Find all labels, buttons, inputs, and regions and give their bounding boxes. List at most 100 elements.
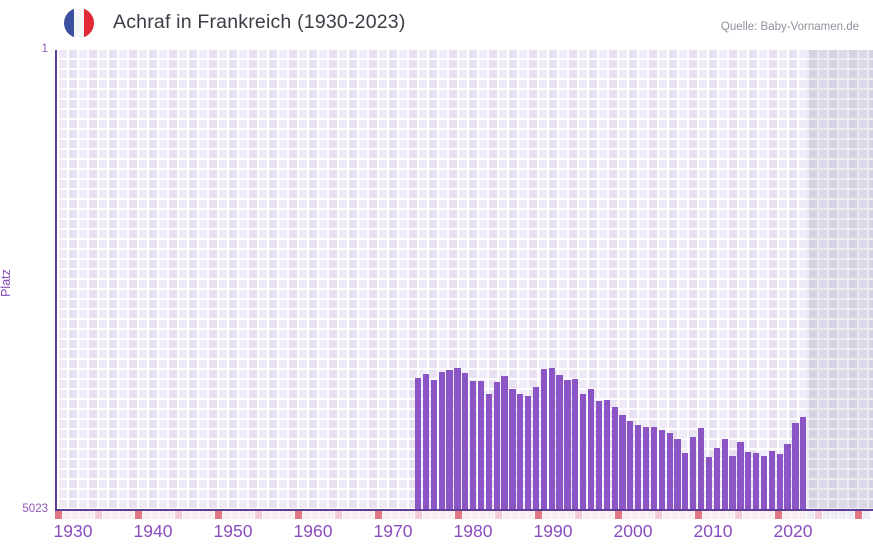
- bar-1986[interactable]: [509, 388, 516, 510]
- bar-2006[interactable]: [666, 433, 673, 510]
- year-strip-cell: [567, 511, 574, 519]
- bar-1999[interactable]: [611, 407, 618, 510]
- bar-1984[interactable]: [493, 381, 500, 510]
- bar-1978[interactable]: [446, 370, 453, 510]
- bar-2012[interactable]: [713, 448, 720, 510]
- year-strip-cell: [79, 511, 86, 519]
- year-strip-cell: [423, 511, 430, 519]
- bar-2004[interactable]: [650, 426, 658, 510]
- bar-1974[interactable]: [415, 377, 422, 510]
- x-tick-1980: 1980: [453, 521, 493, 541]
- bar-1995[interactable]: [580, 393, 587, 510]
- year-strip-cell: [511, 511, 518, 519]
- bar-1988[interactable]: [525, 395, 532, 510]
- year-strip: [55, 511, 873, 519]
- year-strip-cell: [519, 511, 526, 519]
- bar-2017[interactable]: [752, 452, 760, 510]
- year-strip-cell: [119, 511, 126, 519]
- year-strip-cell: [287, 511, 294, 519]
- year-strip-cell: [671, 511, 678, 519]
- year-strip-cell: [191, 511, 198, 519]
- x-axis-line: [55, 509, 873, 511]
- source-link[interactable]: Quelle: Baby-Vornamen.de: [720, 21, 859, 33]
- year-strip-cell: [639, 511, 646, 519]
- bar-1975[interactable]: [422, 374, 430, 510]
- bar-2019[interactable]: [768, 451, 775, 510]
- year-strip-cell: [807, 511, 814, 519]
- bar-2009[interactable]: [690, 437, 697, 510]
- year-strip-cell: [679, 511, 686, 519]
- year-strip-cell: [295, 511, 302, 519]
- bar-2013[interactable]: [721, 438, 728, 510]
- bar-1997[interactable]: [595, 401, 603, 510]
- year-strip-cell: [407, 511, 414, 519]
- bar-1977[interactable]: [438, 372, 445, 510]
- bar-2008[interactable]: [682, 452, 689, 510]
- bar-2023[interactable]: [800, 416, 807, 510]
- bar-2021[interactable]: [784, 443, 791, 510]
- year-strip-cell: [103, 511, 110, 519]
- x-tick-2000: 2000: [613, 521, 653, 541]
- year-strip-cell: [751, 511, 758, 519]
- year-strip-cell: [615, 511, 622, 519]
- bar-1996[interactable]: [587, 388, 595, 510]
- bar-1990[interactable]: [540, 369, 547, 510]
- bar-2005[interactable]: [658, 430, 665, 510]
- bar-1980[interactable]: [462, 373, 469, 510]
- year-strip-cell: [775, 511, 782, 519]
- year-strip-cell: [111, 511, 118, 519]
- bar-1983[interactable]: [485, 394, 492, 510]
- year-strip-cell: [263, 511, 270, 519]
- year-strip-cell: [583, 511, 590, 519]
- year-strip-cell: [319, 511, 326, 519]
- bar-2010[interactable]: [697, 427, 705, 510]
- bar-1991[interactable]: [548, 368, 555, 510]
- bar-2015[interactable]: [737, 441, 744, 510]
- bar-1987[interactable]: [517, 393, 524, 510]
- bar-2016[interactable]: [745, 451, 752, 510]
- year-strip-cell: [535, 511, 542, 519]
- year-strip-cell: [799, 511, 806, 519]
- year-strip-cell: [87, 511, 94, 519]
- year-strip-cell: [127, 511, 134, 519]
- chart-title: Achraf in Frankreich (1930-2023): [113, 11, 406, 33]
- bar-2011[interactable]: [705, 457, 713, 510]
- bar-1981[interactable]: [470, 381, 477, 510]
- year-strip-cell: [727, 511, 734, 519]
- bar-1985[interactable]: [501, 375, 508, 510]
- bar-2007[interactable]: [674, 439, 681, 510]
- bar-2001[interactable]: [627, 420, 634, 510]
- year-strip-cell: [527, 511, 534, 519]
- year-strip-cell: [543, 511, 550, 519]
- bar-2003[interactable]: [642, 427, 650, 510]
- year-strip-cell: [663, 511, 670, 519]
- year-strip-cell: [63, 511, 70, 519]
- bar-2014[interactable]: [729, 455, 736, 510]
- year-strip-cell: [839, 511, 846, 519]
- bar-1994[interactable]: [572, 378, 579, 510]
- year-strip-cell: [487, 511, 494, 519]
- year-strip-cell: [215, 511, 222, 519]
- bar-1989[interactable]: [532, 386, 540, 510]
- bar-1992[interactable]: [556, 375, 563, 510]
- bar-1998[interactable]: [603, 399, 610, 510]
- bar-1979[interactable]: [454, 368, 461, 510]
- bar-1976[interactable]: [430, 380, 437, 510]
- year-strip-cell: [495, 511, 502, 519]
- bar-2002[interactable]: [635, 425, 642, 510]
- year-strip-cell: [367, 511, 374, 519]
- bar-1982[interactable]: [477, 380, 485, 510]
- year-strip-cell: [711, 511, 718, 519]
- year-strip-cell: [855, 511, 862, 519]
- bar-2022[interactable]: [792, 423, 799, 510]
- bar-2000[interactable]: [619, 414, 626, 510]
- year-strip-cell: [247, 511, 254, 519]
- bar-2018[interactable]: [760, 455, 768, 510]
- year-strip-cell: [143, 511, 150, 519]
- year-strip-cell: [279, 511, 286, 519]
- bar-1993[interactable]: [564, 380, 571, 510]
- bar-2020[interactable]: [776, 453, 783, 510]
- year-strip-cell: [439, 511, 446, 519]
- year-strip-cell: [551, 511, 558, 519]
